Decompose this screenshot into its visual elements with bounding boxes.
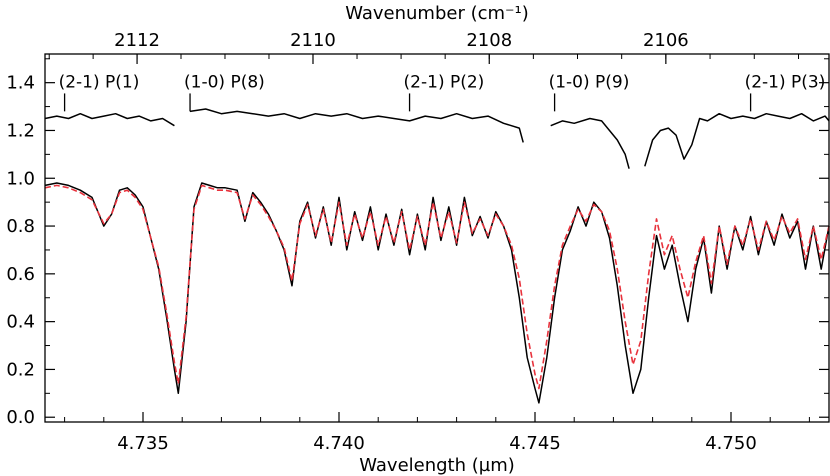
series-0-segment-3: [644, 112, 830, 167]
x-tick-label-1: 4.740: [313, 433, 365, 454]
y-tick-label-5: 1.0: [6, 168, 35, 189]
y-tick-label-2: 0.4: [6, 312, 35, 333]
series-layer: [44, 108, 830, 404]
series-0-segment-1: [189, 108, 524, 143]
y-tick-label-1: 0.2: [6, 359, 35, 380]
series-2-segment-0: [44, 184, 830, 390]
x2-tick-label-2: 2108: [466, 30, 512, 51]
top-axis-title: Wavenumber (cm⁻¹): [345, 3, 529, 24]
series-0-segment-2: [550, 117, 630, 169]
y-tick-label-6: 1.2: [6, 120, 35, 141]
axis-layer: 4.735 4.740 4.745 4.750 2112 2110 2108 2106 0.0 0…: [6, 30, 829, 454]
plot-frame: [44, 53, 830, 423]
annotation-label-4: (2-1) P(3): [745, 72, 826, 92]
series-0-segment-0: [44, 112, 175, 127]
series-1-segment-0: [44, 182, 830, 404]
x2-tick-label-1: 2110: [290, 30, 336, 51]
x-tick-label-3: 4.750: [705, 433, 757, 454]
y-tick-label-4: 0.8: [6, 216, 35, 237]
y-tick-label-0: 0.0: [6, 407, 35, 428]
y-tick-label-3: 0.6: [6, 264, 35, 285]
annotation-layer: (2-1) P(1) (1-0) P(8) (2-1) P(2) (1-0) P(9)…: [59, 72, 826, 112]
annotation-label-0: (2-1) P(1): [59, 72, 140, 92]
annotation-label-1: (1-0) P(8): [184, 72, 265, 92]
x-tick-label-2: 4.745: [509, 433, 561, 454]
x-axis-title: Wavelength (µm): [359, 455, 515, 476]
x2-tick-label-3: 2106: [643, 30, 689, 51]
x2-tick-label-0: 2112: [114, 30, 160, 51]
annotation-label-3: (1-0) P(9): [549, 72, 630, 92]
x-tick-label-0: 4.735: [117, 433, 169, 454]
y-tick-label-7: 1.4: [6, 73, 35, 94]
annotation-label-2: (2-1) P(2): [404, 72, 485, 92]
